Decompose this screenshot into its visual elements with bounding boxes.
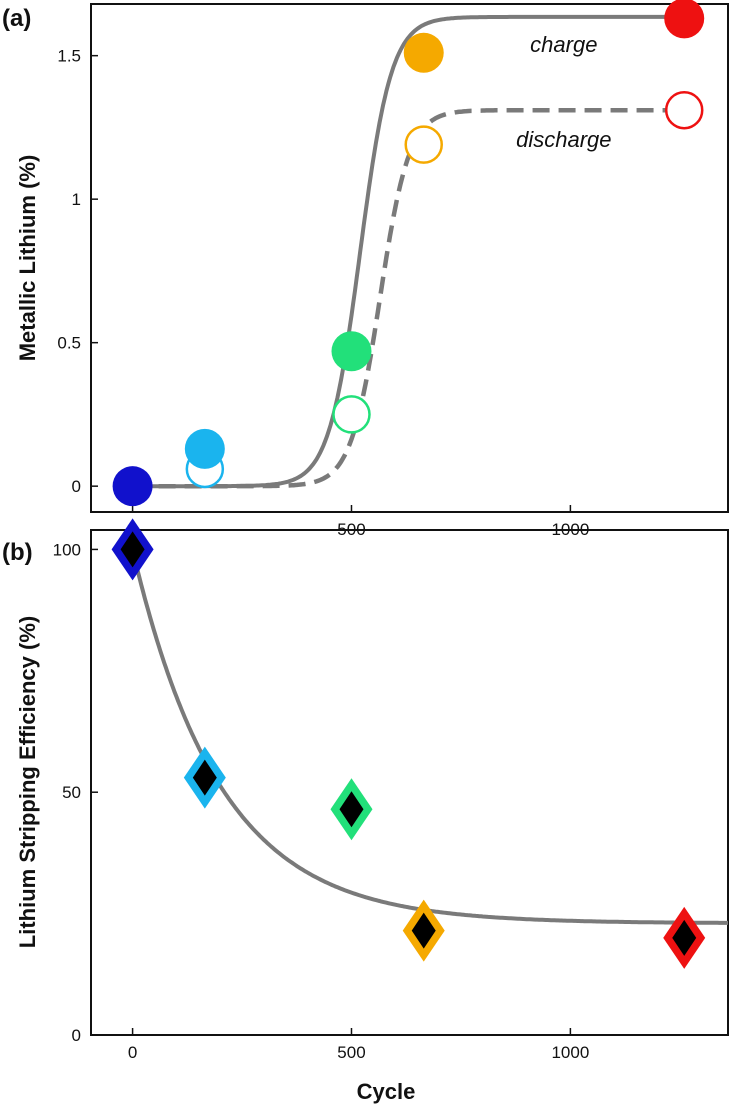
annotation-charge: charge xyxy=(530,32,597,57)
x-ticks-b: 0 500 1000 xyxy=(128,1028,589,1062)
y-ticks-b: 0 50 100 xyxy=(53,540,98,1045)
efficiency-fit-line xyxy=(130,548,728,925)
plot-frame-b xyxy=(90,529,729,1036)
charge-point xyxy=(112,466,153,507)
charge-fit-line xyxy=(132,14,685,489)
panel-b: (b) 0 50 100 0 500 1000 Lithium Stripping Ef… xyxy=(2,518,729,1104)
efficiency-point xyxy=(402,899,445,962)
charge-point xyxy=(331,331,372,372)
diamond-inner xyxy=(120,531,145,568)
panel-b-ytick-label: 50 xyxy=(62,783,81,802)
discharge-point xyxy=(332,395,371,434)
panel-label-b: (b) xyxy=(2,539,33,566)
efficiency-point xyxy=(183,746,226,809)
diamond-inner xyxy=(411,912,436,949)
discharge-fit-line xyxy=(132,107,685,489)
discharge-points xyxy=(185,90,704,489)
panel-b-ytick-label: 100 xyxy=(53,540,81,559)
panel-b-xtick-label: 500 xyxy=(337,1043,365,1062)
y-axis-title-b: Lithium Stripping Efficiency (%) xyxy=(15,616,40,948)
diamond-inner xyxy=(672,919,697,956)
panel-a-ytick-label: 1 xyxy=(72,190,81,209)
panel-a-ytick-label: 1.5 xyxy=(57,47,81,66)
panel-b-ytick-label: 0 xyxy=(72,1026,81,1045)
panel-b-xtick-label: 1000 xyxy=(551,1043,589,1062)
diamond-inner xyxy=(192,759,217,796)
efficiency-point xyxy=(663,906,706,969)
x-axis-title: Cycle xyxy=(357,1079,416,1104)
charge-point xyxy=(664,0,705,39)
panel-a-ytick-label: 0 xyxy=(72,477,81,496)
diamond-inner xyxy=(339,791,364,828)
panel-b-xtick-label: 0 xyxy=(128,1043,137,1062)
y-axis-title-a: Metallic Lithium (%) xyxy=(15,155,40,362)
panel-a-ytick-label: 0.5 xyxy=(57,334,81,353)
discharge-point xyxy=(664,90,704,130)
annotation-discharge: discharge xyxy=(516,127,611,152)
panel-label-a: (a) xyxy=(2,5,31,32)
charge-point xyxy=(184,428,225,469)
discharge-point xyxy=(404,125,443,164)
efficiency-point xyxy=(111,518,154,581)
charge-points xyxy=(112,0,705,507)
charge-point xyxy=(403,32,444,73)
efficiency-points xyxy=(111,518,706,969)
plot-frame-a xyxy=(90,3,729,513)
efficiency-point xyxy=(330,778,373,841)
y-ticks-a: 0 0.5 1 1.5 xyxy=(57,47,98,496)
